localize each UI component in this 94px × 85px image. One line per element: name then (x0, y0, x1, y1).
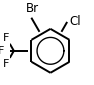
Text: F: F (0, 46, 5, 56)
Text: F: F (3, 59, 9, 69)
Text: F: F (3, 33, 9, 43)
Text: Cl: Cl (69, 15, 81, 28)
Text: Br: Br (26, 2, 39, 15)
